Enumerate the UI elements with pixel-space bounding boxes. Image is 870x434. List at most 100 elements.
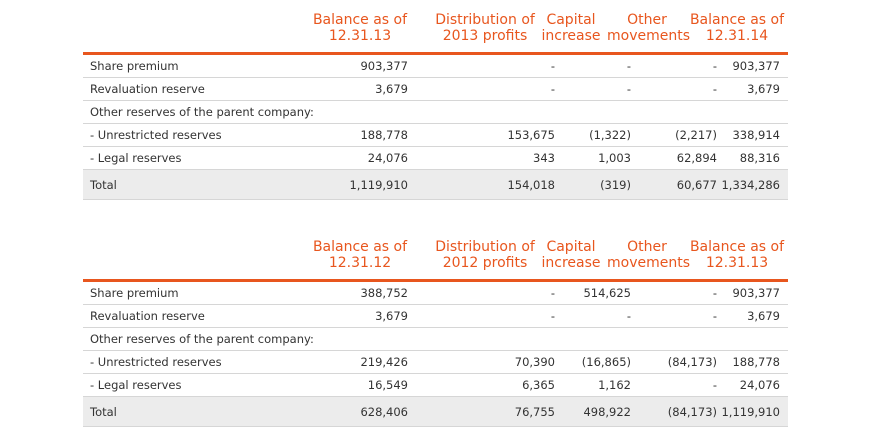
- column-header-capital-increase: Capital increase: [541, 239, 601, 271]
- cell-value: [631, 327, 717, 351]
- cell-value: [414, 327, 555, 351]
- column-header-opening-balance: Balance as of 12.31.12: [312, 239, 408, 271]
- row-label: Total: [83, 169, 308, 200]
- cell-value: 188,778: [717, 350, 788, 374]
- header-rule: [83, 279, 788, 282]
- cell-value: 1,003: [555, 146, 631, 170]
- cell-value: [308, 100, 414, 124]
- cell-value: 24,076: [717, 373, 788, 397]
- cell-value: 3,679: [308, 77, 414, 101]
- cell-value: (1,322): [555, 123, 631, 147]
- cell-value: (319): [555, 169, 631, 200]
- cell-value: 1,162: [555, 373, 631, 397]
- total-row: Total 1,119,910 154,018 (319) 60,677 1,334,28…: [83, 169, 788, 200]
- cell-value: -: [631, 77, 717, 101]
- column-header-distribution: Distribution of 2012 profits: [435, 239, 535, 271]
- cell-value: 188,778: [308, 123, 414, 147]
- cell-value: 1,119,910: [717, 396, 788, 427]
- cell-value: -: [631, 55, 717, 78]
- cell-value: 3,679: [717, 77, 788, 101]
- cell-value: -: [631, 304, 717, 328]
- table-row: Revaluation reserve 3,679- - -3,679: [83, 304, 788, 328]
- cell-value: [414, 100, 555, 124]
- table-row: - Unrestricted reserves 219,426 70,390 (16,…: [83, 350, 788, 374]
- row-label: Revaluation reserve: [83, 304, 308, 328]
- cell-value: -: [555, 55, 631, 78]
- row-label: Share premium: [83, 282, 308, 305]
- cell-value: [555, 100, 631, 124]
- cell-value: 16,549: [308, 373, 414, 397]
- cell-value: -: [555, 77, 631, 101]
- cell-value: 514,625: [555, 282, 631, 305]
- column-header-closing-balance: Balance as of 12.31.14: [689, 12, 785, 44]
- table-row: - Legal reserves 24,076 343 1,003 62,894 88,3…: [83, 146, 788, 170]
- cell-value: 343: [414, 146, 555, 170]
- reserves-table-2014: Balance as of 12.31.13 Distribution of 2…: [83, 12, 788, 200]
- cell-value: -: [414, 304, 555, 328]
- total-row: Total 628,406 76,755 498,922 (84,173) 1,119,9…: [83, 396, 788, 427]
- row-label: - Unrestricted reserves: [83, 350, 308, 374]
- cell-value: [308, 327, 414, 351]
- table-row: - Unrestricted reserves 188,778 153,675 (1,…: [83, 123, 788, 147]
- cell-value: 6,365: [414, 373, 555, 397]
- row-label: - Legal reserves: [83, 146, 308, 170]
- column-header-other-movements: Other movements: [607, 12, 691, 44]
- cell-value: 903,377: [717, 55, 788, 78]
- cell-value: 153,675: [414, 123, 555, 147]
- column-header-other-movements: Other movements: [607, 239, 691, 271]
- cell-value: 62,894: [631, 146, 717, 170]
- cell-value: -: [414, 77, 555, 101]
- row-label: Revaluation reserve: [83, 77, 308, 101]
- cell-value: -: [414, 282, 555, 305]
- row-label: Other reserves of the parent company:: [83, 327, 314, 351]
- cell-value: 903,377: [717, 282, 788, 305]
- cell-value: 70,390: [414, 350, 555, 374]
- cell-value: 498,922: [555, 396, 631, 427]
- row-label: Total: [83, 396, 308, 427]
- row-label: Share premium: [83, 55, 308, 78]
- cell-value: 388,752: [308, 282, 414, 305]
- cell-value: 3,679: [717, 304, 788, 328]
- cell-value: 76,755: [414, 396, 555, 427]
- cell-value: (84,173): [631, 350, 717, 374]
- table-header: Balance as of 12.31.13 Distribution of 2…: [83, 12, 788, 52]
- cell-value: 3,679: [308, 304, 414, 328]
- cell-value: 60,677: [631, 169, 717, 200]
- column-header-opening-balance: Balance as of 12.31.13: [312, 12, 408, 44]
- cell-value: 219,426: [308, 350, 414, 374]
- cell-value: 1,119,910: [308, 169, 414, 200]
- cell-value: -: [631, 373, 717, 397]
- cell-value: [717, 327, 788, 351]
- reserves-table-2013: Balance as of 12.31.12 Distribution of 2…: [83, 239, 788, 427]
- cell-value: [555, 327, 631, 351]
- table-row: Other reserves of the parent company:: [83, 100, 788, 124]
- cell-value: -: [555, 304, 631, 328]
- table-header: Balance as of 12.31.12 Distribution of 2…: [83, 239, 788, 279]
- header-rule: [83, 52, 788, 55]
- row-label: Other reserves of the parent company:: [83, 100, 314, 124]
- row-label: - Legal reserves: [83, 373, 308, 397]
- cell-value: [631, 100, 717, 124]
- table-row: Share premium 903,377- - -903,377: [83, 55, 788, 78]
- column-header-distribution: Distribution of 2013 profits: [435, 12, 535, 44]
- table-row: Other reserves of the parent company:: [83, 327, 788, 351]
- cell-value: (16,865): [555, 350, 631, 374]
- column-header-capital-increase: Capital increase: [541, 12, 601, 44]
- cell-value: 88,316: [717, 146, 788, 170]
- cell-value: (84,173): [631, 396, 717, 427]
- cell-value: 628,406: [308, 396, 414, 427]
- table-row: - Legal reserves 16,549 6,365 1,162-24,076: [83, 373, 788, 397]
- row-label: - Unrestricted reserves: [83, 123, 308, 147]
- table-row: Revaluation reserve 3,679- - -3,679: [83, 77, 788, 101]
- cell-value: 338,914: [717, 123, 788, 147]
- cell-value: -: [631, 282, 717, 305]
- cell-value: (2,217): [631, 123, 717, 147]
- cell-value: [717, 100, 788, 124]
- column-header-closing-balance: Balance as of 12.31.13: [689, 239, 785, 271]
- cell-value: 903,377: [308, 55, 414, 78]
- reserves-table-body: Share premium 388,752-514,625-903,377 Reva…: [83, 282, 788, 427]
- cell-value: 154,018: [414, 169, 555, 200]
- table-row: Share premium 388,752-514,625-903,377: [83, 282, 788, 305]
- cell-value: -: [414, 55, 555, 78]
- reserves-table-body: Share premium 903,377- - -903,377 Revaluatio…: [83, 55, 788, 200]
